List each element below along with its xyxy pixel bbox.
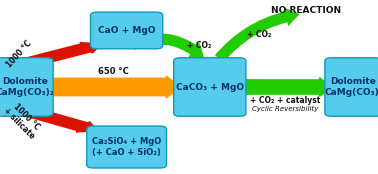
FancyBboxPatch shape bbox=[174, 58, 246, 116]
Text: + CO₂: + CO₂ bbox=[247, 30, 271, 39]
FancyBboxPatch shape bbox=[87, 126, 166, 168]
FancyBboxPatch shape bbox=[325, 58, 378, 116]
FancyArrowPatch shape bbox=[131, 33, 204, 59]
FancyArrow shape bbox=[23, 43, 101, 67]
FancyBboxPatch shape bbox=[91, 12, 163, 49]
Text: Ca₂SiO₄ + MgO
(+ CaO + SiO₂): Ca₂SiO₄ + MgO (+ CaO + SiO₂) bbox=[92, 137, 161, 157]
Text: + CO₂: + CO₂ bbox=[187, 41, 211, 50]
Text: CaO + MgO: CaO + MgO bbox=[98, 26, 155, 35]
FancyBboxPatch shape bbox=[0, 58, 53, 116]
Text: CaCO₃ + MgO: CaCO₃ + MgO bbox=[176, 82, 244, 92]
Text: 1000 °C
+ silicate: 1000 °C + silicate bbox=[2, 99, 44, 141]
Text: 650 °C: 650 °C bbox=[98, 67, 129, 76]
Text: Dolomite
CaMg(CO₃)₂: Dolomite CaMg(CO₃)₂ bbox=[0, 77, 54, 97]
FancyArrow shape bbox=[46, 76, 181, 98]
Text: NO REACTION: NO REACTION bbox=[271, 6, 341, 15]
Text: 1000 °C: 1000 °C bbox=[5, 39, 33, 69]
Text: Cyclic Reversibility: Cyclic Reversibility bbox=[252, 105, 319, 112]
FancyArrow shape bbox=[239, 78, 332, 96]
FancyArrowPatch shape bbox=[215, 7, 300, 62]
Text: Dolomite
CaMg(CO₃)₂: Dolomite CaMg(CO₃)₂ bbox=[324, 77, 378, 97]
Text: + CO₂ + catalyst: + CO₂ + catalyst bbox=[250, 96, 321, 105]
FancyArrow shape bbox=[23, 108, 98, 132]
